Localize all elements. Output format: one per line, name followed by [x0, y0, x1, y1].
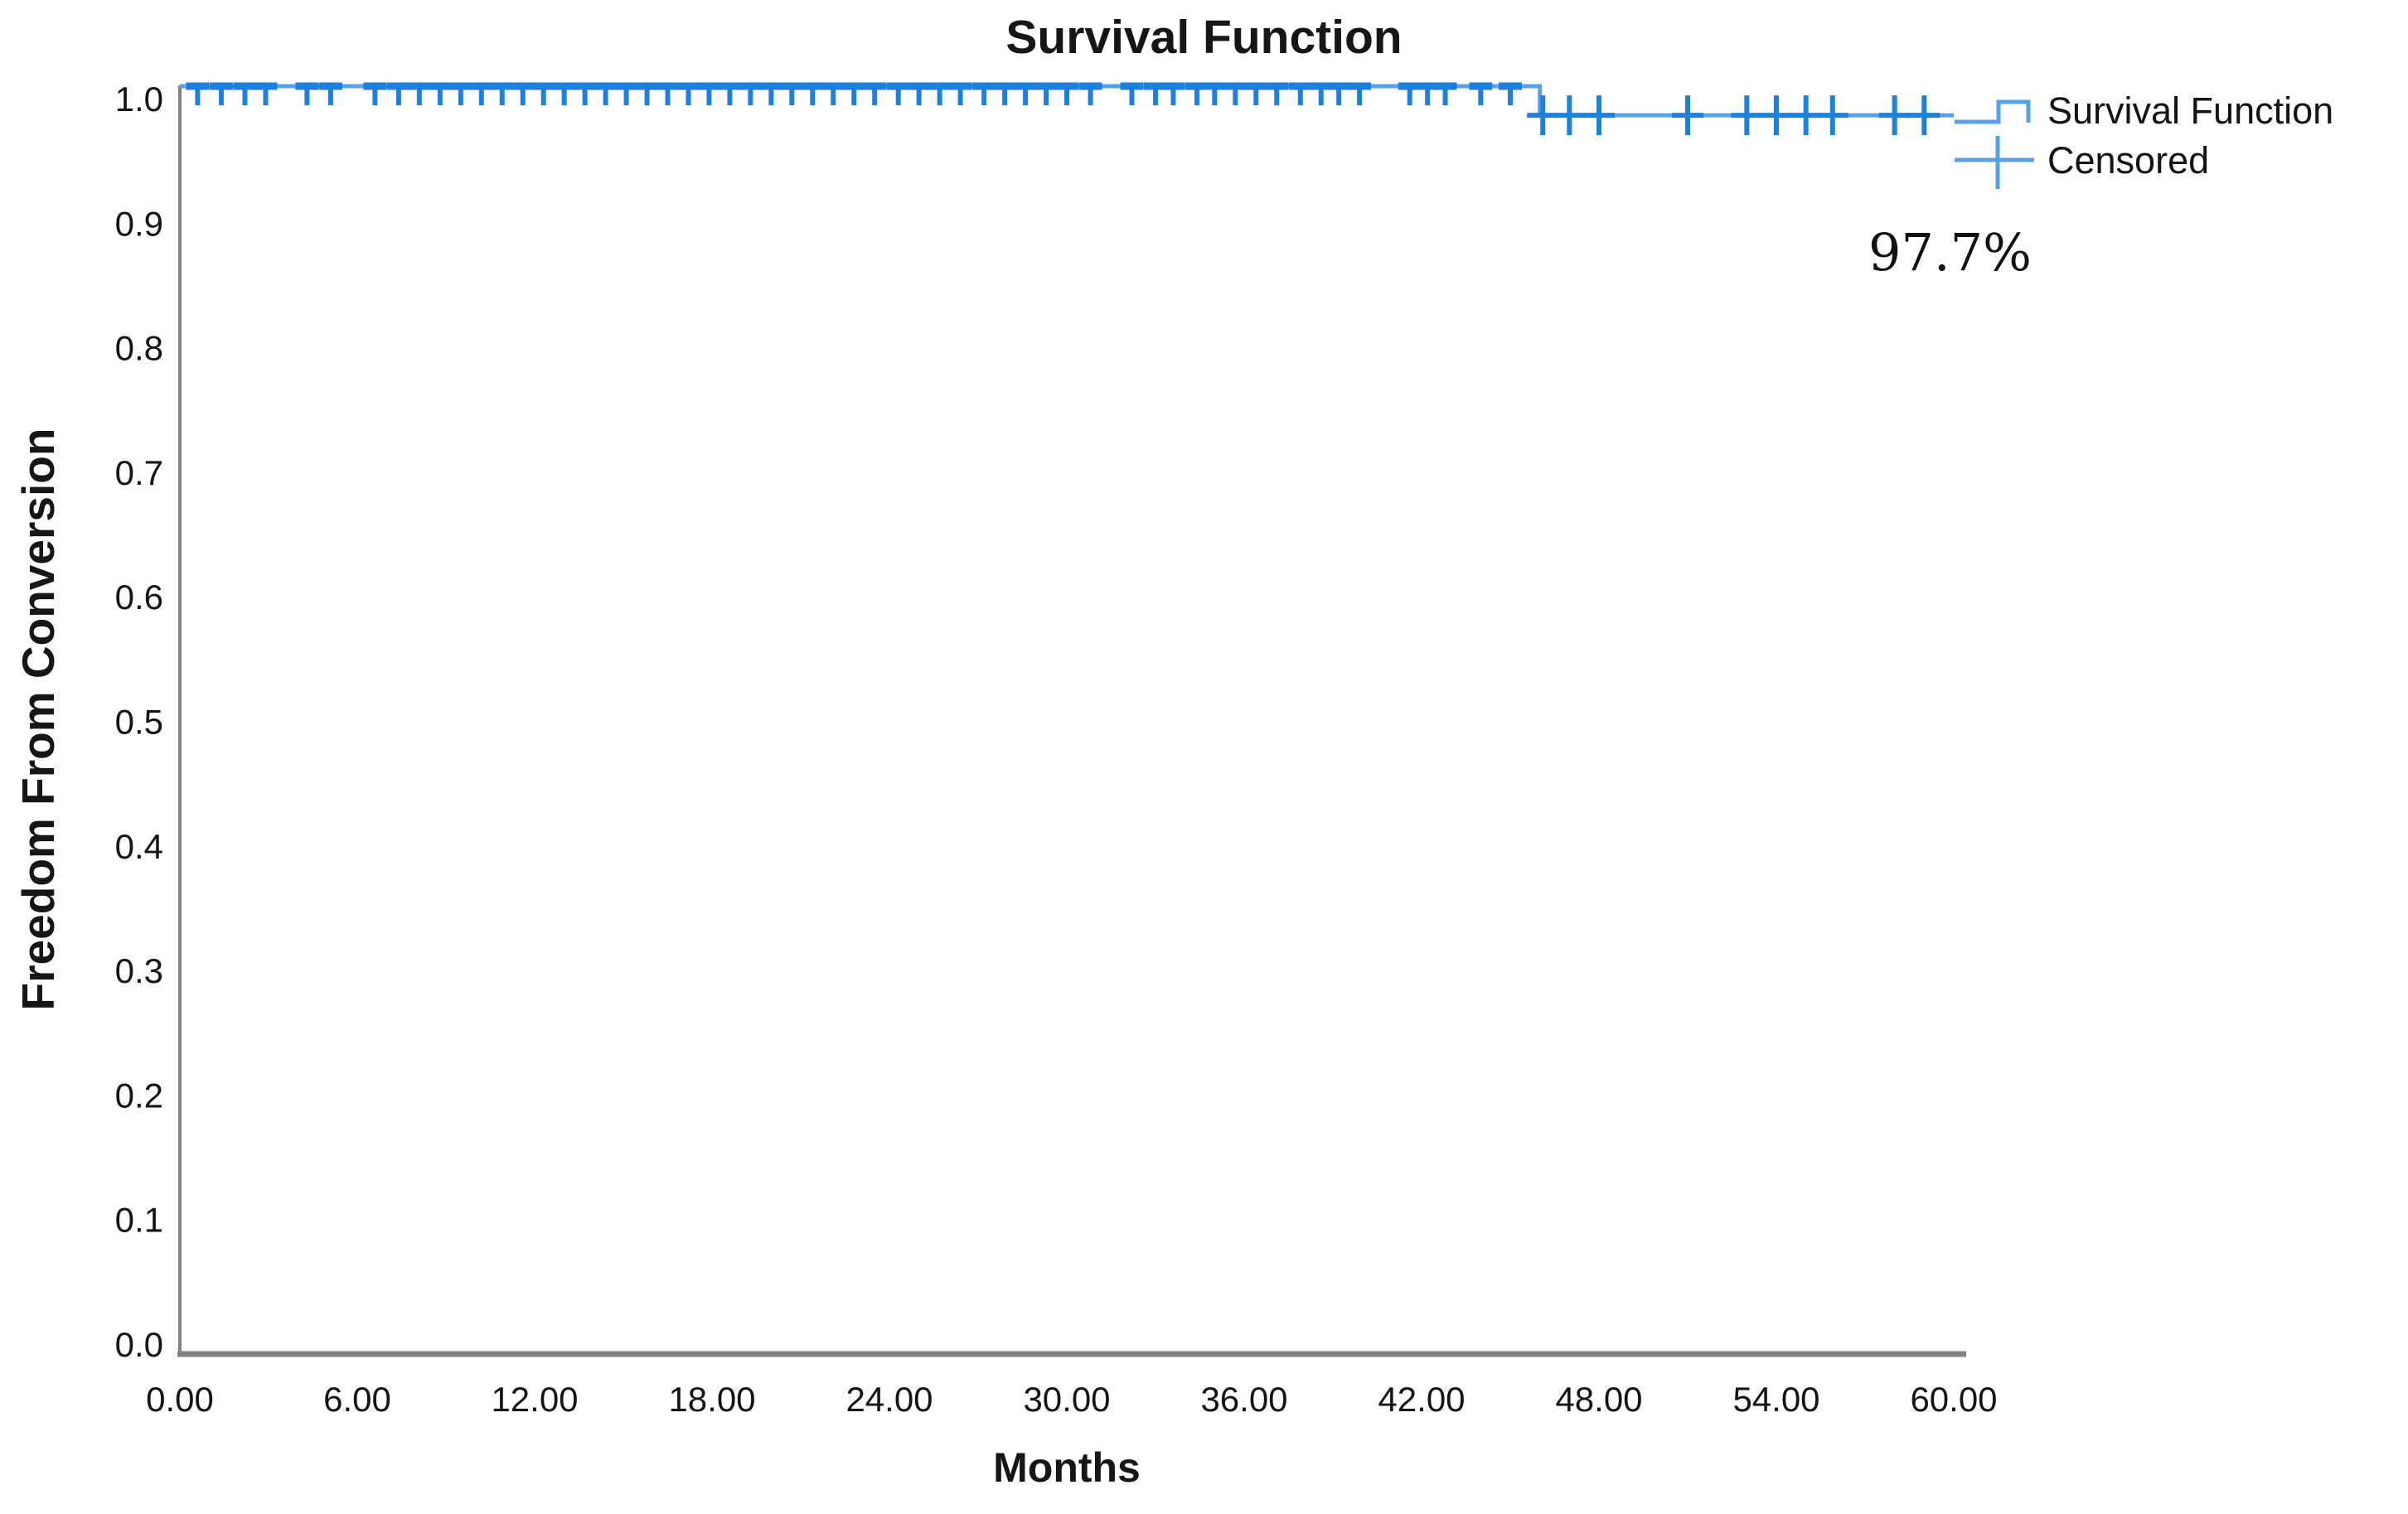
- x-tick-label: 36.00: [1200, 1380, 1287, 1419]
- legend-label-censored: Censored: [2047, 139, 2210, 181]
- y-tick-label: 0.3: [115, 951, 163, 990]
- x-tick-label: 42.00: [1378, 1380, 1465, 1419]
- y-tick-label: 0.0: [115, 1325, 163, 1364]
- y-tick-label: 1.0: [115, 80, 163, 119]
- x-tick-label: 0.00: [146, 1380, 214, 1419]
- x-tick-label: 30.00: [1023, 1380, 1110, 1419]
- survival-rate-annotation: 97.7%: [1868, 222, 2032, 283]
- x-tick-label: 12.00: [491, 1380, 578, 1419]
- y-tick-label: 0.9: [115, 204, 163, 243]
- x-tick-label: 6.00: [323, 1380, 391, 1419]
- x-tick-label: 54.00: [1732, 1380, 1819, 1419]
- x-tick-label: 18.00: [668, 1380, 755, 1419]
- legend-entry-censored: Censored: [1953, 129, 2209, 192]
- y-tick-label: 0.4: [115, 827, 163, 866]
- plus-marker-icon: [1955, 136, 2034, 189]
- y-tick-label: 0.7: [115, 453, 163, 492]
- legend-label-survival-function: Survival Function: [2047, 89, 2334, 132]
- y-tick-label: 0.1: [115, 1201, 163, 1240]
- chart-title: Survival Function: [1005, 11, 1403, 64]
- legend-entry-survival-function: Survival Function: [1953, 89, 2333, 133]
- y-tick-label: 0.8: [115, 329, 163, 368]
- x-tick-label: 48.00: [1555, 1380, 1642, 1419]
- step-line-icon: [1955, 99, 2031, 124]
- y-tick-label: 0.2: [115, 1076, 163, 1115]
- y-tick-label: 0.5: [115, 703, 163, 742]
- x-axis-title: Months: [993, 1444, 1141, 1491]
- x-tick-label: 60.00: [1910, 1380, 1997, 1419]
- y-tick-label: 0.6: [115, 578, 163, 617]
- x-tick-label: 24.00: [845, 1380, 933, 1419]
